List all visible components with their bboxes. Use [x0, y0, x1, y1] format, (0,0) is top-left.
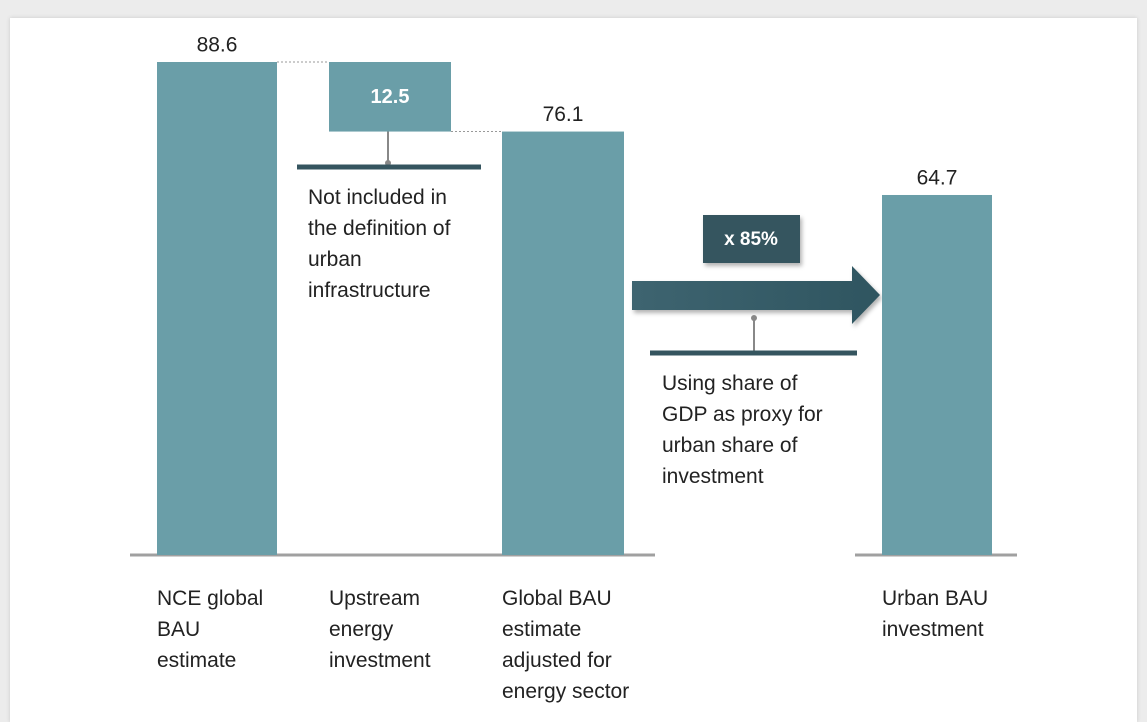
- annotation: Not included in the definition of urban …: [308, 186, 451, 302]
- annotation: Using share of GDP as proxy for urban sh…: [662, 372, 823, 488]
- value-label: 88.6: [197, 34, 238, 57]
- bar: [329, 62, 451, 132]
- category-label: NCE global BAU estimate: [157, 587, 264, 672]
- multiplier: x 85%: [724, 229, 778, 250]
- category-label: Global BAU estimate adjusted for energy …: [502, 587, 630, 703]
- bracket-dot: [751, 315, 757, 321]
- bar: [157, 62, 277, 555]
- category-label: Urban BAU investment: [882, 587, 989, 641]
- bar: [502, 131, 624, 555]
- value-label: 76.1: [543, 103, 584, 126]
- category-label: Upstream energy investment: [329, 587, 431, 672]
- value-label: 12.5: [371, 86, 410, 108]
- bar: [882, 194, 992, 555]
- value-label: 64.7: [917, 167, 958, 190]
- multiplier-box: [703, 215, 800, 263]
- arrow: [632, 266, 880, 324]
